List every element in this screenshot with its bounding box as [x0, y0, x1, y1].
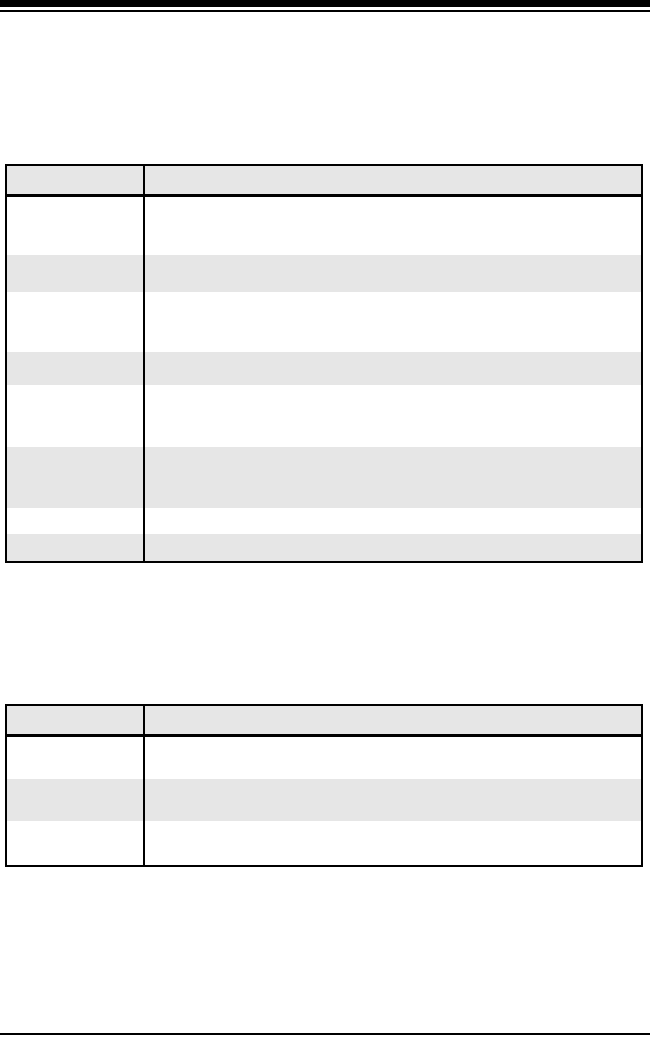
table-cell — [145, 255, 641, 292]
table-row — [7, 737, 641, 779]
table-cell — [145, 352, 641, 385]
table-row — [7, 292, 641, 352]
table-row-header — [7, 706, 641, 737]
table-row — [7, 447, 641, 508]
header-cell — [145, 706, 641, 734]
header-cell — [7, 166, 145, 194]
table-cell — [7, 447, 145, 508]
table-cell — [145, 534, 641, 561]
table-cell — [7, 821, 145, 865]
page-header-rule — [0, 10, 650, 12]
table-row — [7, 197, 641, 255]
table-row — [7, 352, 641, 385]
table-row — [7, 779, 641, 821]
table-cell — [7, 534, 145, 561]
table-cell — [145, 197, 641, 255]
table-cell — [7, 197, 145, 255]
page-footer-rule — [0, 1033, 650, 1035]
table-cell — [145, 779, 641, 821]
table-cell — [145, 385, 641, 447]
table-2 — [5, 704, 643, 867]
table-cell — [7, 737, 145, 779]
table-cell — [145, 737, 641, 779]
table-cell — [7, 508, 145, 534]
table-row — [7, 385, 641, 447]
table-cell — [7, 779, 145, 821]
table-cell — [7, 385, 145, 447]
table-cell — [145, 508, 641, 534]
header-cell — [145, 166, 641, 194]
table-cell — [145, 292, 641, 352]
table-row-header — [7, 166, 641, 197]
table-row — [7, 534, 641, 561]
table-cell — [7, 292, 145, 352]
table-row — [7, 255, 641, 292]
table-1 — [5, 164, 643, 563]
page-header-bar — [0, 0, 650, 7]
table-cell — [7, 352, 145, 385]
table-row — [7, 821, 641, 865]
table-cell — [145, 447, 641, 508]
table-row — [7, 508, 641, 534]
table-cell — [7, 255, 145, 292]
header-cell — [7, 706, 145, 734]
table-cell — [145, 821, 641, 865]
